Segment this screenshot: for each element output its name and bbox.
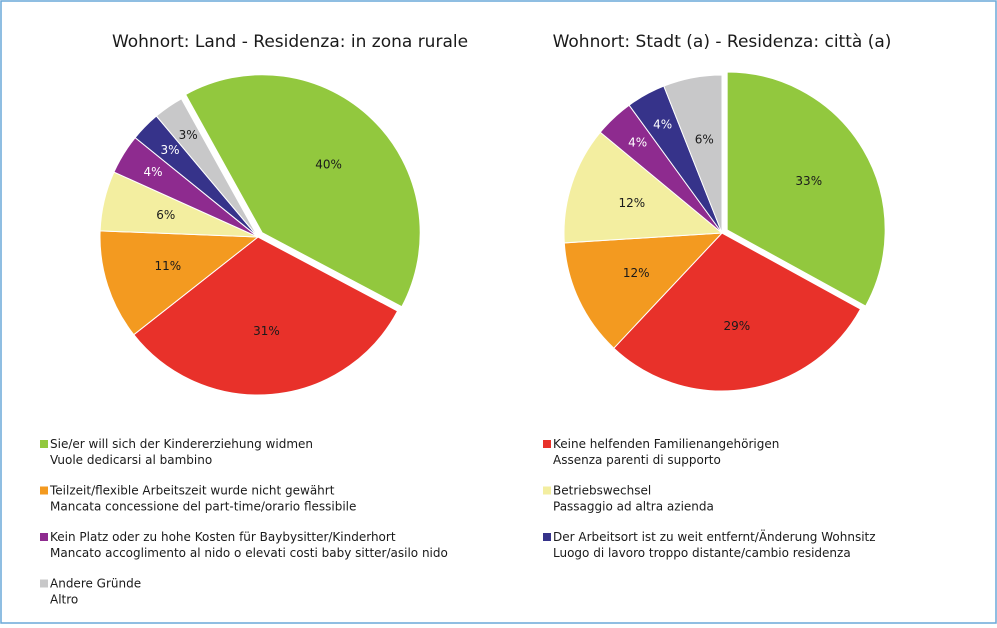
legend-label: Vuole dedicarsi al bambino [50, 453, 212, 467]
legend-label: Keine helfenden Familienangehörigen [553, 437, 779, 451]
value-label: 40% [315, 158, 342, 172]
legend-label: Betriebswechsel [553, 484, 651, 498]
legend-label: Mancata concessione del part-time/orario… [50, 500, 356, 514]
pie-slice [184, 74, 421, 308]
legend-swatch [40, 440, 48, 448]
legend-label: Passaggio ad altra azienda [553, 500, 714, 514]
legend-swatch [543, 440, 551, 448]
value-label: 6% [156, 208, 175, 222]
pie-slice [726, 71, 886, 307]
value-label: 4% [144, 165, 163, 179]
pie-slice [563, 131, 724, 244]
pie-slice [155, 98, 259, 238]
legend-label: Luogo di lavoro troppo distante/cambio r… [553, 546, 851, 560]
value-label: 3% [179, 128, 198, 142]
legend-label: Teilzeit/flexible Arbeitszeit wurde nich… [49, 484, 335, 498]
value-label: 33% [795, 174, 822, 188]
value-label: 12% [619, 196, 646, 210]
pie-slice [613, 232, 862, 392]
legend-swatch [40, 486, 48, 495]
value-label: 3% [161, 143, 180, 157]
legend-label: Kein Platz oder zu hohe Kosten für Bayby… [50, 530, 396, 544]
pie-slice [99, 230, 260, 336]
value-label: 29% [723, 319, 750, 333]
legend-label: Andere Gründe [50, 577, 141, 591]
legend-label: Assenza parenti di supporto [553, 453, 721, 467]
value-label: 4% [653, 118, 672, 132]
value-label: 12% [623, 266, 650, 280]
chart-title: Wohnort: Land - Residenza: in zona rural… [112, 32, 468, 52]
legend-label: Altro [50, 593, 78, 607]
legend-swatch [40, 533, 48, 541]
chart-title: Wohnort: Stadt (a) - Residenza: città (a… [553, 32, 892, 52]
legend-swatch [543, 486, 551, 495]
value-label: 4% [628, 136, 647, 150]
legend-swatch [543, 533, 551, 541]
pie-slice [663, 74, 723, 234]
value-label: 11% [154, 259, 181, 273]
legend-swatch [40, 579, 48, 588]
value-label: 6% [695, 132, 714, 146]
legend-label: Sie/er will sich der Kindererziehung wid… [50, 437, 313, 451]
legend-label: Mancato accoglimento al nido o elevati c… [50, 546, 448, 560]
pie-slice [133, 236, 399, 396]
legend-label: Der Arbeitsort ist zu weit entfernt/Ände… [553, 529, 876, 544]
pie-slice [563, 232, 724, 349]
value-label: 31% [253, 324, 280, 338]
